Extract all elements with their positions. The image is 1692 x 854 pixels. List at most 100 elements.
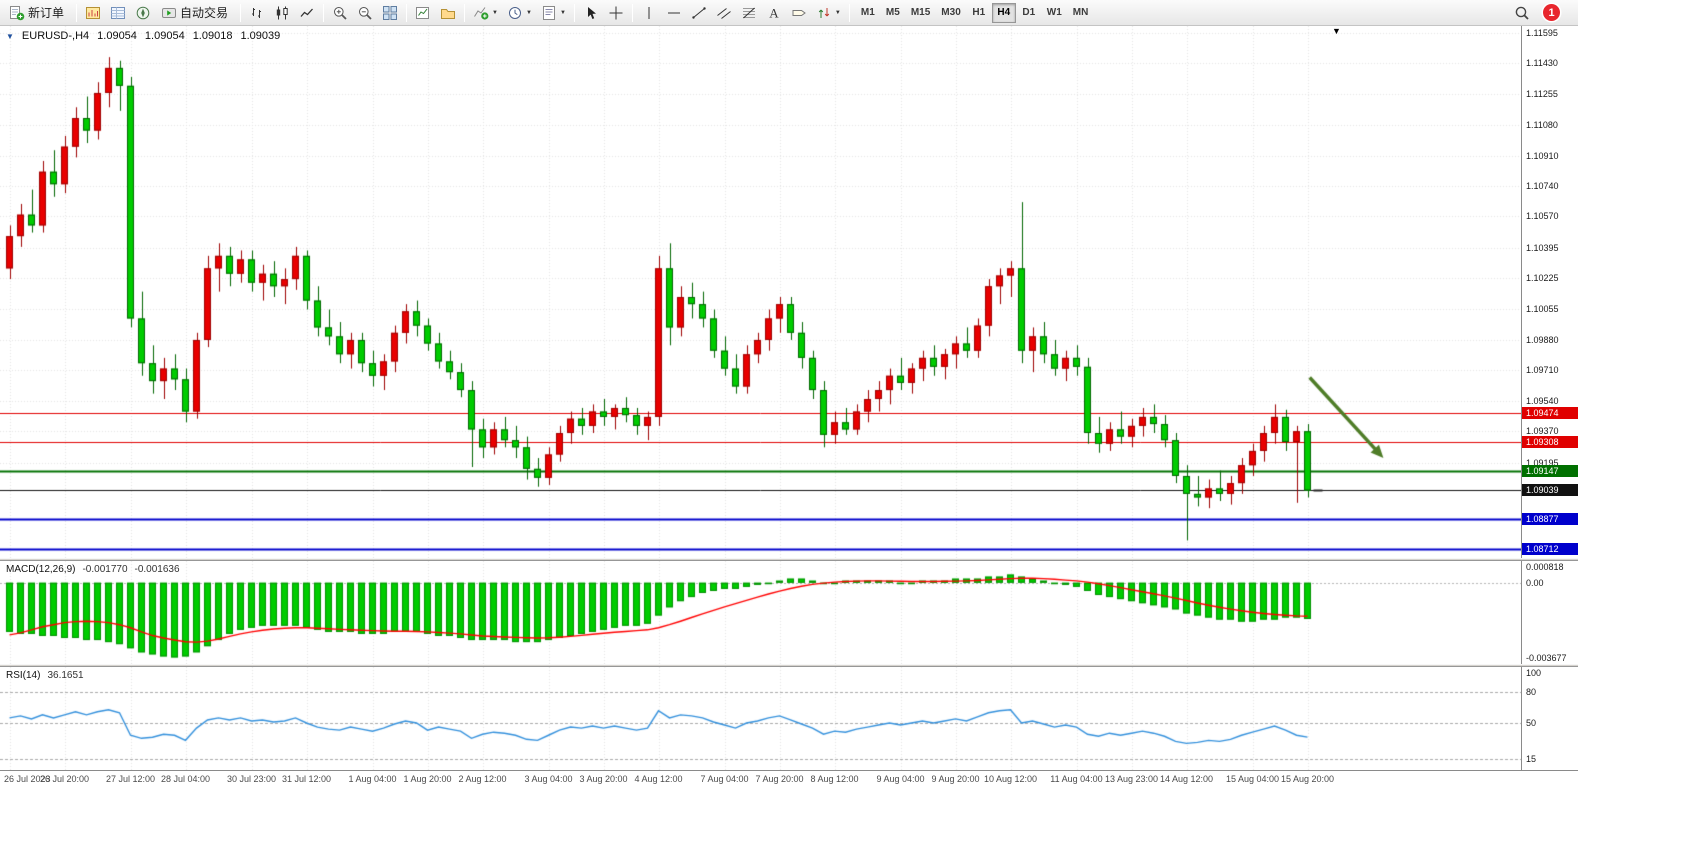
one-click-trading-toggle[interactable]: ▼ bbox=[6, 31, 14, 41]
bar-chart-icon bbox=[249, 5, 265, 21]
navigator-button[interactable] bbox=[131, 2, 155, 24]
new-order-button[interactable]: 新订单 bbox=[4, 2, 72, 24]
time-axis-label: 31 Jul 12:00 bbox=[281, 774, 332, 784]
timeframe-toolbar: M1 M5 M15 M30 H1 H4 D1 W1 MN bbox=[856, 2, 1093, 23]
templates-button[interactable]: ▼ bbox=[537, 2, 570, 24]
rsi-name: RSI(14) bbox=[6, 670, 41, 681]
crosshair-button[interactable] bbox=[604, 2, 628, 24]
price-chart-panel: ▼ EURUSD-,H4 1.09054 1.09054 1.09018 1.0… bbox=[0, 26, 1578, 558]
label-icon bbox=[791, 5, 807, 21]
data-window-icon bbox=[110, 5, 126, 21]
text-tool-button[interactable]: A bbox=[762, 2, 786, 24]
price-axis-label: 1.10225 bbox=[1526, 273, 1559, 284]
periods-button[interactable]: ▼ bbox=[503, 2, 536, 24]
price-axis-label: 1.11430 bbox=[1526, 57, 1558, 68]
chart-open-value: 1.09054 bbox=[97, 30, 137, 42]
time-axis-label: 7 Aug 20:00 bbox=[755, 774, 804, 784]
toolbar-separator bbox=[464, 3, 466, 22]
chevron-down-icon: ▼ bbox=[525, 9, 532, 16]
channel-tool-button[interactable] bbox=[712, 2, 736, 24]
macd-canvas[interactable] bbox=[0, 561, 1521, 664]
label-tool-button[interactable] bbox=[787, 2, 811, 24]
zoom-in-button[interactable] bbox=[328, 2, 352, 24]
time-axis-label: 9 Aug 20:00 bbox=[931, 774, 980, 784]
zoom-out-button[interactable] bbox=[353, 2, 377, 24]
timeframe-button-m15[interactable]: M15 bbox=[910, 7, 931, 18]
timeframe-button-h4[interactable]: H4 bbox=[991, 2, 1016, 23]
svg-text:A: A bbox=[769, 5, 779, 20]
bar-chart-button[interactable] bbox=[245, 2, 269, 24]
timeframe-button-mn[interactable]: MN bbox=[1072, 7, 1089, 18]
fibonacci-tool-button[interactable] bbox=[737, 2, 761, 24]
time-axis[interactable]: 26 Jul 2023 26 Jul 20:00 27 Jul 12:00 28 Ju… bbox=[0, 770, 1578, 790]
price-axis[interactable]: 1.11595 1.11430 1.11255 1.11080 1.10910 1.107… bbox=[1521, 26, 1578, 558]
autotrading-button[interactable]: 自动交易 bbox=[156, 2, 236, 24]
notification-badge[interactable]: 1 bbox=[1543, 4, 1560, 21]
main-chart-canvas[interactable] bbox=[0, 26, 1521, 558]
time-axis-label: 26 Jul 2023 bbox=[4, 774, 51, 784]
price-axis-label: 1.09880 bbox=[1526, 334, 1559, 345]
panel-splitter[interactable] bbox=[0, 558, 1578, 561]
main-toolbar: 新订单 自动交易 ▼ ▼ ▼ A ▼ bbox=[0, 0, 1578, 26]
new-order-icon bbox=[9, 5, 25, 21]
timeframe-button-m1[interactable]: M1 bbox=[860, 7, 875, 18]
chart-title-overlay: ▼ EURUSD-,H4 1.09054 1.09054 1.09018 1.0… bbox=[6, 30, 280, 42]
chart-scroll-marker[interactable]: ▼ bbox=[1332, 26, 1341, 36]
price-axis-label: 1.10740 bbox=[1526, 181, 1559, 192]
macd-main-value: -0.001770 bbox=[82, 564, 128, 575]
profiles-button[interactable] bbox=[436, 2, 460, 24]
cursor-icon bbox=[583, 5, 599, 21]
data-window-button[interactable] bbox=[106, 2, 130, 24]
timeframe-button-h1[interactable]: H1 bbox=[972, 7, 986, 18]
time-axis-label: 15 Aug 20:00 bbox=[1280, 774, 1335, 784]
price-axis-label: 1.10570 bbox=[1526, 211, 1559, 222]
chart-close-value: 1.09039 bbox=[240, 30, 281, 42]
arrows-tool-button[interactable]: ▼ bbox=[812, 2, 845, 24]
price-line-label: 1.09474 bbox=[1522, 406, 1578, 419]
panel-splitter[interactable] bbox=[0, 664, 1578, 667]
indicator-axis-label: 100 bbox=[1526, 668, 1542, 678]
price-axis-label: 1.09710 bbox=[1526, 365, 1559, 376]
toolbar-separator bbox=[406, 3, 408, 22]
price-axis-label: 1.09195 bbox=[1526, 457, 1559, 468]
channel-icon bbox=[716, 5, 732, 21]
navigator-icon bbox=[135, 5, 151, 21]
timeframe-button-m30[interactable]: M30 bbox=[941, 7, 961, 18]
search-button[interactable] bbox=[1510, 2, 1534, 24]
price-line-label: 1.09039 bbox=[1522, 484, 1578, 497]
candlestick-chart-button[interactable] bbox=[270, 2, 294, 24]
new-chart-button[interactable] bbox=[411, 2, 435, 24]
cursor-button[interactable] bbox=[579, 2, 603, 24]
indicator-axis-label: 15 bbox=[1526, 753, 1537, 764]
trendline-icon bbox=[691, 5, 707, 21]
timeframe-button-m5[interactable]: M5 bbox=[885, 7, 900, 18]
time-axis-label: 1 Aug 04:00 bbox=[348, 774, 397, 784]
rsi-canvas[interactable] bbox=[0, 667, 1521, 770]
line-chart-button[interactable] bbox=[295, 2, 319, 24]
timeframe-button-d1[interactable]: D1 bbox=[1022, 7, 1036, 18]
time-axis-label: 13 Aug 23:00 bbox=[1104, 774, 1159, 784]
market-watch-button[interactable] bbox=[81, 2, 105, 24]
time-axis-label: 3 Aug 20:00 bbox=[579, 774, 628, 784]
tile-windows-button[interactable] bbox=[378, 2, 402, 24]
indicators-button[interactable]: ▼ bbox=[469, 2, 502, 24]
indicator-axis-label: 50 bbox=[1526, 718, 1537, 728]
search-icon bbox=[1514, 5, 1530, 21]
trendline-tool-button[interactable] bbox=[687, 2, 711, 24]
time-axis-label: 27 Jul 12:00 bbox=[105, 774, 156, 784]
tile-windows-icon bbox=[382, 5, 398, 21]
chart-symbol-period: EURUSD-,H4 bbox=[21, 30, 90, 42]
vertical-line-tool-button[interactable] bbox=[637, 2, 661, 24]
time-axis-label: 3 Aug 04:00 bbox=[524, 774, 573, 784]
horizontal-line-tool-button[interactable] bbox=[662, 2, 686, 24]
time-axis-label: 26 Jul 20:00 bbox=[39, 774, 90, 784]
autotrading-icon bbox=[161, 5, 177, 21]
time-axis-label: 8 Aug 12:00 bbox=[810, 774, 859, 784]
rsi-value: 36.1651 bbox=[47, 670, 84, 681]
toolbar-separator bbox=[76, 3, 78, 22]
toolbar-separator bbox=[573, 3, 575, 22]
macd-axis[interactable]: 0.000818 0.00 -0.003677 bbox=[1521, 561, 1578, 664]
timeframe-button-w1[interactable]: W1 bbox=[1046, 7, 1062, 18]
line-chart-icon bbox=[299, 5, 315, 21]
rsi-axis[interactable]: 100 80 50 15 bbox=[1521, 667, 1578, 770]
